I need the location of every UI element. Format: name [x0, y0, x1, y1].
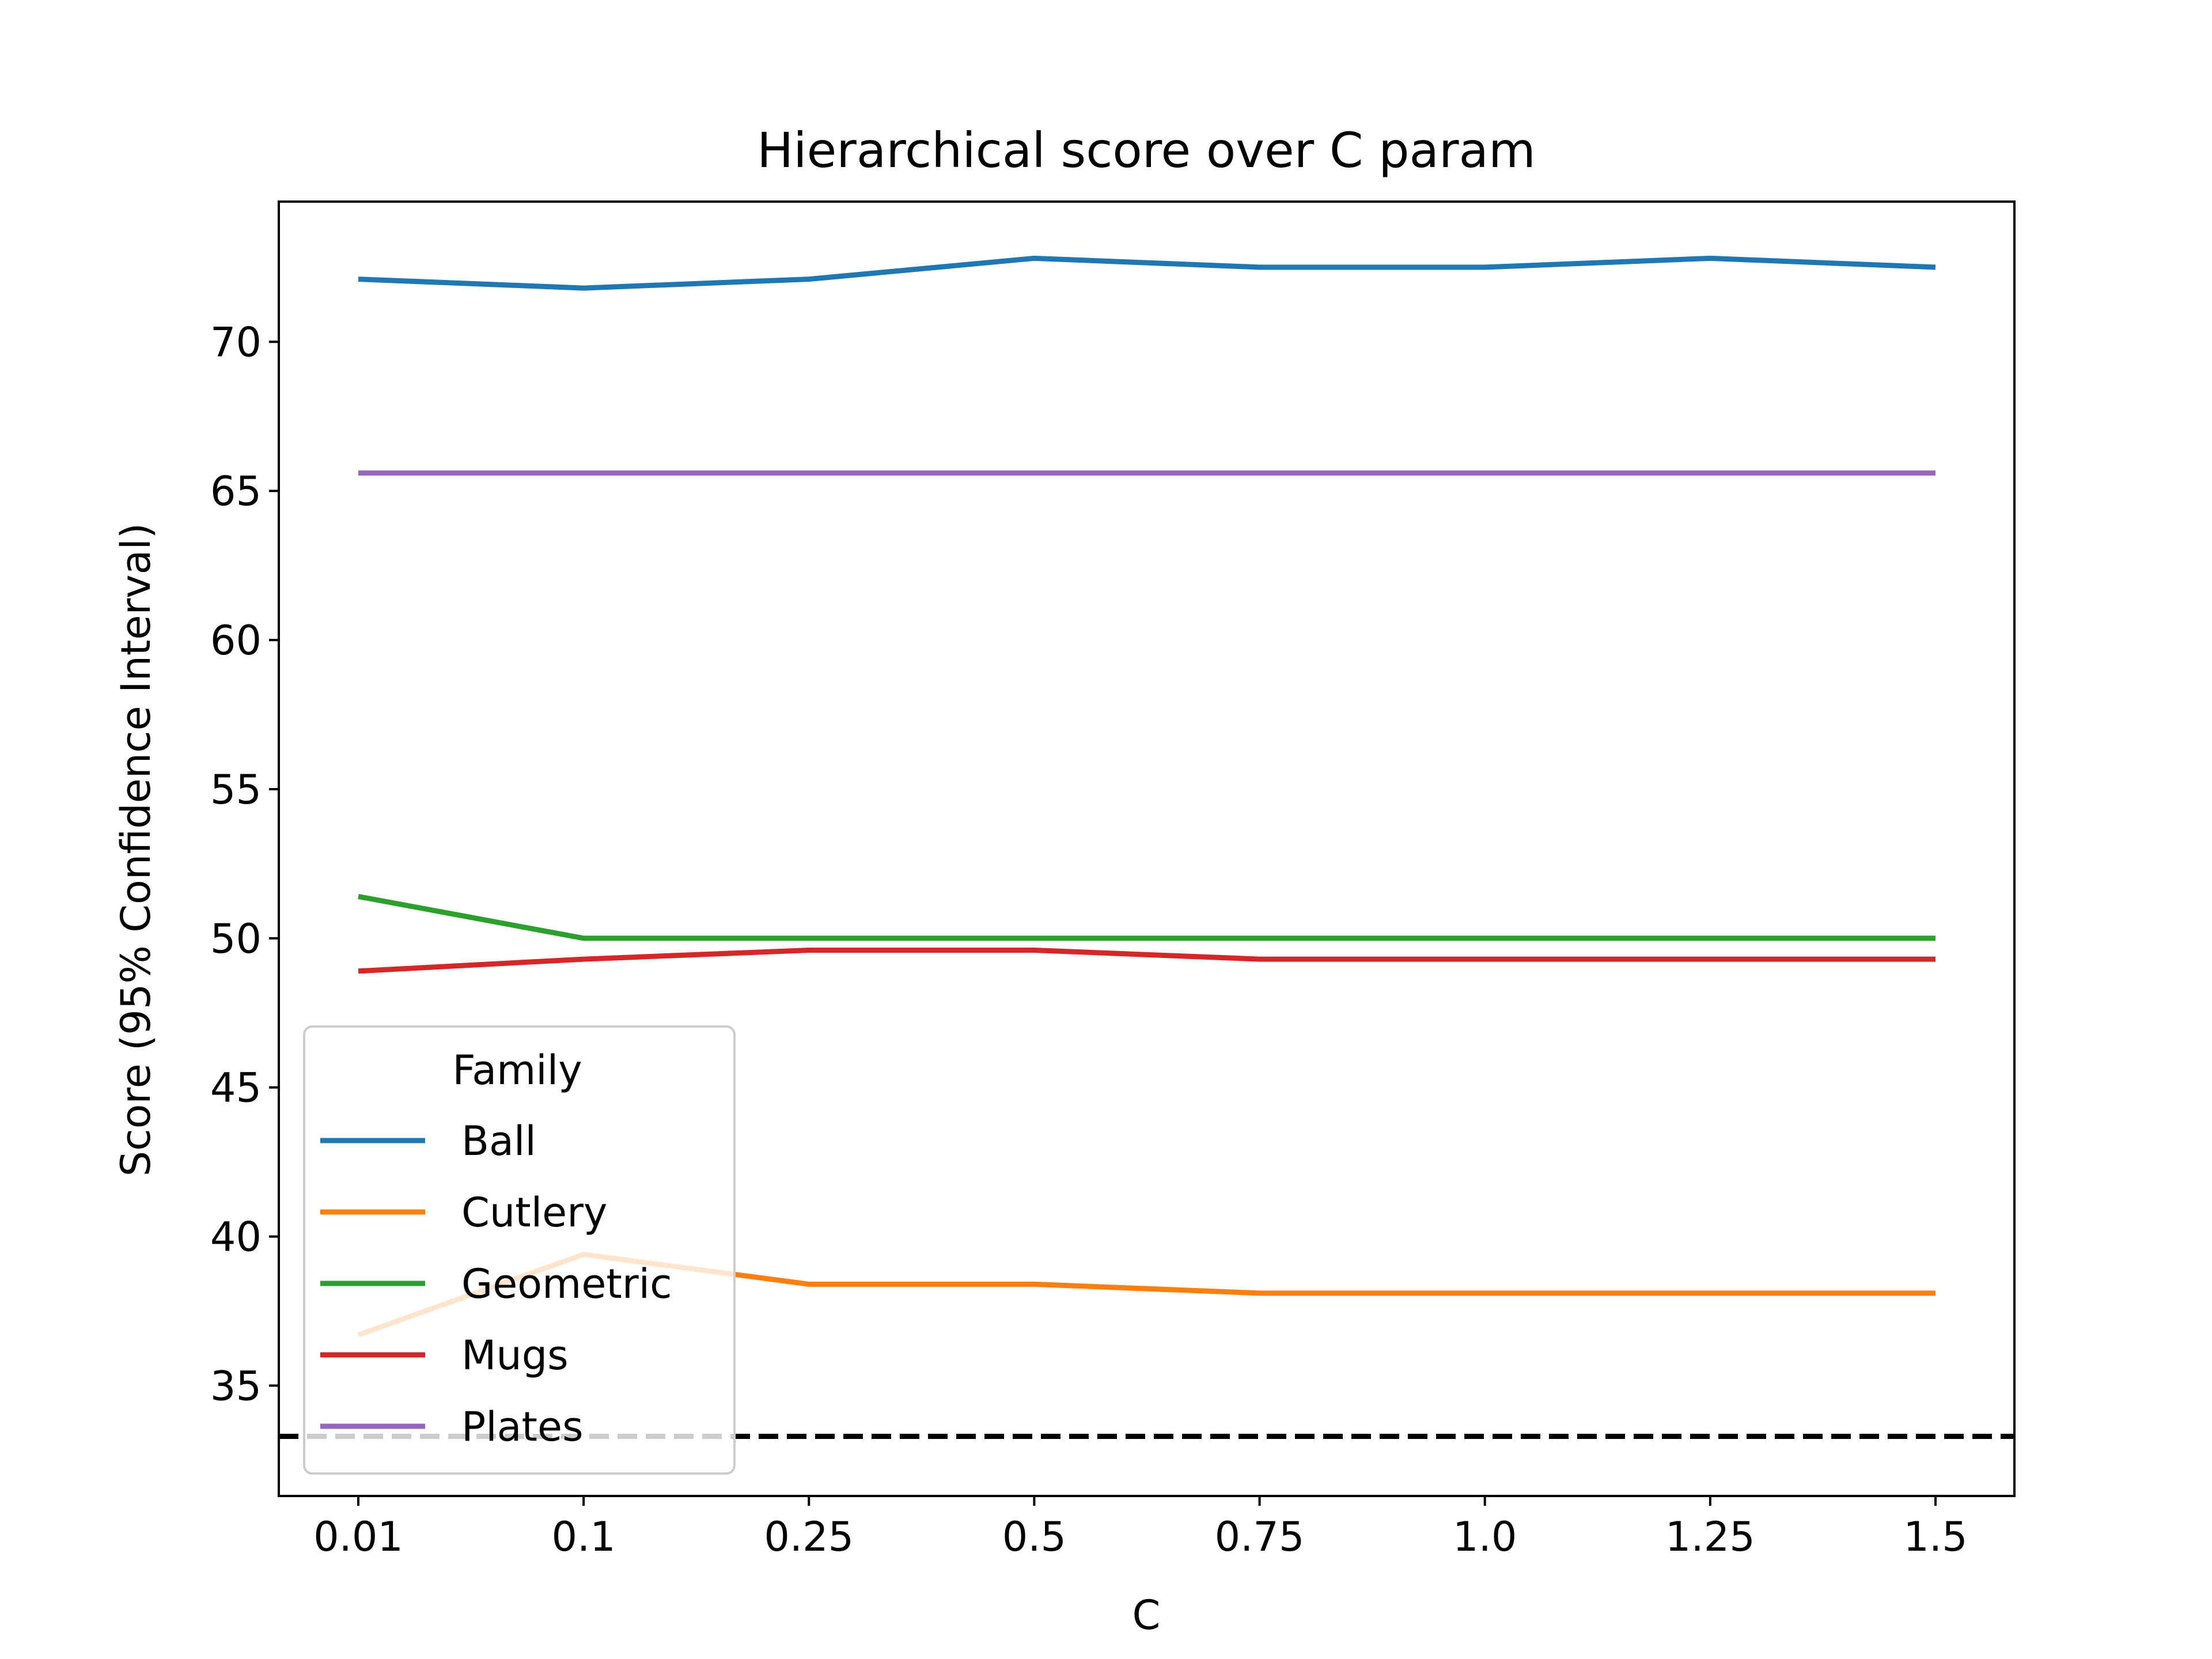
y-tick-label: 55: [210, 766, 262, 813]
y-tick-label: 45: [210, 1065, 262, 1112]
y-tick-label: 50: [210, 915, 262, 963]
plot-area: 0.01 0.1 0.25 0.5 0.75 1.0 1.25 1.5 35 40 45 50 55 60…: [210, 200, 2016, 1560]
chart-title: Hierarchical score over C param: [757, 122, 1536, 179]
series-line-ball: [358, 255, 1936, 291]
y-tick-label: 40: [210, 1214, 262, 1261]
y-tick-label: 35: [210, 1362, 262, 1410]
x-axis-label: C: [1132, 1592, 1161, 1639]
x-tick-label: 1.25: [1665, 1513, 1755, 1560]
axes-frame: [278, 200, 2016, 1497]
y-tick-label: 70: [210, 319, 262, 366]
legend-label-geometric: Geometric: [461, 1260, 672, 1308]
series-line-geometric: [358, 893, 1936, 941]
x-tick-label: 0.75: [1215, 1513, 1305, 1560]
legend: Family Ball Cutlery Geometric Mugs Plates: [303, 1025, 736, 1475]
x-tick-label: 0.5: [1002, 1513, 1066, 1560]
y-tick-label: 65: [210, 468, 262, 515]
legend-title: Family: [452, 1047, 582, 1094]
series-line-mugs: [358, 948, 1936, 974]
legend-label-mugs: Mugs: [461, 1332, 569, 1379]
y-tick-label: 60: [210, 617, 262, 664]
x-tick-label: 0.25: [764, 1513, 854, 1560]
legend-label-plates: Plates: [461, 1403, 584, 1450]
x-tick-label: 0.1: [551, 1513, 615, 1560]
legend-label-cutlery: Cutlery: [461, 1189, 607, 1236]
y-axis-label: Score (95% Confidence Interval): [112, 523, 160, 1177]
x-tick-label: 0.01: [313, 1513, 403, 1560]
x-tick-label: 1.5: [1903, 1513, 1967, 1560]
x-tick-label: 1.0: [1453, 1513, 1517, 1560]
legend-label-ball: Ball: [461, 1118, 536, 1165]
